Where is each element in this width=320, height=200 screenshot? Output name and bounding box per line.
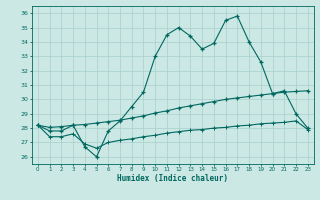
X-axis label: Humidex (Indice chaleur): Humidex (Indice chaleur): [117, 174, 228, 183]
